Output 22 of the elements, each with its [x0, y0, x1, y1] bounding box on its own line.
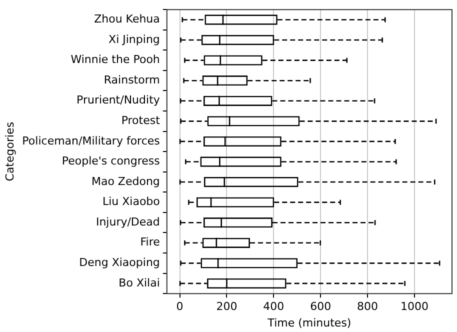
x-tick-label: 1000 — [400, 300, 428, 314]
y-tick-label: Policeman/Military forces — [22, 134, 160, 148]
y-tick-label: Protest — [121, 114, 161, 128]
x-tick-label: 400 — [263, 300, 284, 314]
x-tick-label: 800 — [357, 300, 378, 314]
y-tick-label: Winnie the Pooh — [70, 53, 160, 66]
y-tick-label: Mao Zedong — [91, 174, 160, 188]
y-tick-label: People's congress — [62, 154, 160, 168]
y-tick-label: Liu Xiaobo — [102, 195, 160, 208]
y-tick-label: Deng Xiaoping — [79, 256, 160, 270]
y-tick-label: Injury/Dead — [96, 215, 160, 228]
y-tick-label: Prurient/Nudity — [76, 94, 160, 107]
x-tick-label: 600 — [310, 300, 332, 314]
x-tick-label: 0 — [176, 300, 184, 314]
y-tick-label: Rainstorm — [104, 73, 160, 86]
y-tick-label: Xi Jinping — [108, 32, 160, 46]
x-axis-title: Time (minutes) — [266, 316, 352, 330]
x-tick-label: 200 — [216, 300, 238, 314]
y-tick-label: Zhou Kehua — [94, 12, 160, 26]
y-tick-label: Bo Xilai — [118, 276, 160, 290]
y-axis-title: Categories — [3, 122, 16, 182]
y-tick-label: Fire — [140, 236, 160, 249]
